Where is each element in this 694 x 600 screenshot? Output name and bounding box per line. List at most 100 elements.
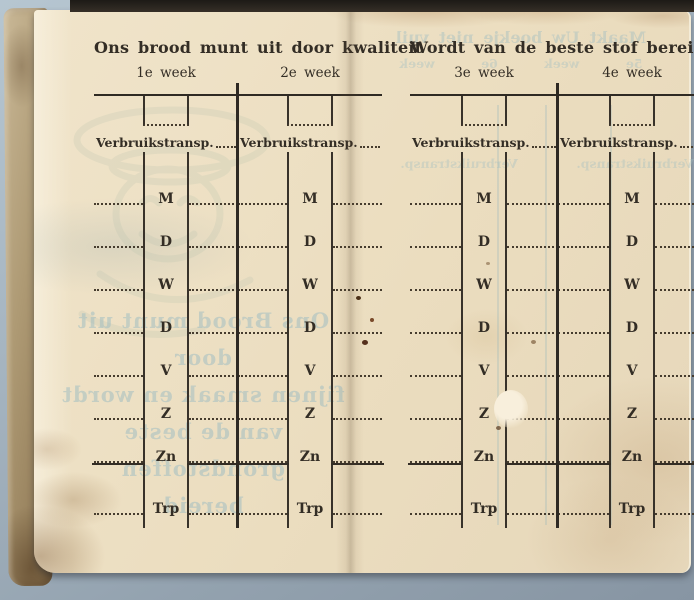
day-row-transport-sum: Zn xyxy=(556,433,694,476)
write-line xyxy=(238,375,287,377)
day-label: V xyxy=(461,347,507,390)
write-line xyxy=(187,461,240,465)
write-line xyxy=(507,513,558,515)
day-label: D xyxy=(287,304,333,347)
write-line xyxy=(410,418,461,420)
day-label: D xyxy=(143,304,189,347)
day-row-transport-sum: Zn xyxy=(408,433,560,476)
day-label: W xyxy=(143,261,189,304)
day-label: M xyxy=(461,152,507,218)
day-label: M xyxy=(609,152,655,218)
write-line xyxy=(238,332,287,334)
ink-speck xyxy=(356,296,361,300)
day-row: W xyxy=(238,261,382,304)
write-line xyxy=(238,246,287,248)
ration-table: Verbruikstransp. M D W D V Z Zn Trp xyxy=(92,83,384,528)
day-label: Trp xyxy=(143,476,189,528)
transport-sum-box xyxy=(287,96,333,126)
day-row-transport: Trp xyxy=(558,476,694,528)
write-line xyxy=(238,513,287,515)
write-line xyxy=(410,375,461,377)
paper-damage-spot xyxy=(494,390,528,428)
write-line xyxy=(655,418,694,420)
write-line xyxy=(655,289,694,291)
write-line xyxy=(507,289,558,291)
write-line xyxy=(238,418,287,420)
day-label: Z xyxy=(287,390,333,433)
top-edge-shadow xyxy=(70,0,694,12)
write-line xyxy=(410,289,461,291)
week-column: Verbruikstransp. M D W D V Z Zn Trp xyxy=(408,96,560,528)
day-row: Z xyxy=(410,390,558,433)
day-row: D xyxy=(410,304,558,347)
week-label: 2e week xyxy=(280,65,340,81)
day-label: Zn xyxy=(461,433,507,476)
day-row-transport-sum: Zn xyxy=(236,433,384,476)
day-label: Trp xyxy=(609,476,655,528)
transport-label: Verbruikstransp. xyxy=(560,134,678,150)
day-label: Zn xyxy=(287,433,333,476)
day-label: D xyxy=(609,218,655,261)
day-label: D xyxy=(461,304,507,347)
day-row: M xyxy=(94,152,238,218)
write-line xyxy=(94,375,143,377)
write-line xyxy=(236,461,289,465)
ink-speck xyxy=(486,262,490,265)
transport-sum-box xyxy=(461,96,507,126)
transport-label: Verbruikstransp. xyxy=(240,134,358,150)
day-row-transport: Trp xyxy=(410,476,558,528)
week-label: 1e week xyxy=(136,65,196,81)
write-line xyxy=(333,203,382,205)
day-label: W xyxy=(609,261,655,304)
write-line xyxy=(333,375,382,377)
week-labels: 1e week 2e week xyxy=(94,65,382,81)
day-label: Z xyxy=(609,390,655,433)
write-line xyxy=(558,203,609,205)
week-label: 4e week xyxy=(602,65,662,81)
booklet-pages: Ons Brood munt uit door fijnen smaak en … xyxy=(34,10,694,573)
day-label: D xyxy=(609,304,655,347)
transport-row: Verbruikstransp. xyxy=(410,126,558,152)
week-labels: 3e week 4e week xyxy=(410,65,694,81)
day-row: D xyxy=(94,218,238,261)
day-row: M xyxy=(558,152,694,218)
ink-speck xyxy=(362,340,368,345)
week-column: Verbruikstransp. M D W D V Z Zn Trp xyxy=(92,96,240,528)
transport-row: Verbruikstransp. xyxy=(238,126,382,152)
day-label: V xyxy=(609,347,655,390)
day-row: Z xyxy=(94,390,238,433)
day-label: Trp xyxy=(287,476,333,528)
day-row: D xyxy=(94,304,238,347)
day-label: Trp xyxy=(461,476,507,528)
ink-speck xyxy=(496,426,501,430)
transport-sum-box xyxy=(143,96,189,126)
week-divider-line xyxy=(556,83,559,528)
page-left: Ons brood munt uit door kwaliteit 1e wee… xyxy=(92,28,422,528)
write-line xyxy=(189,375,238,377)
write-line xyxy=(92,461,145,465)
write-line xyxy=(655,203,694,205)
write-line xyxy=(333,332,382,334)
transport-label: Verbruikstransp. xyxy=(96,134,214,150)
write-line xyxy=(507,375,558,377)
write-line xyxy=(410,246,461,248)
ration-table: Verbruikstransp. M D W D V Z Zn Trp xyxy=(408,83,694,528)
day-row: V xyxy=(558,347,694,390)
write-line xyxy=(333,513,382,515)
day-label: Zn xyxy=(143,433,189,476)
showthrough-rule xyxy=(545,105,547,525)
day-row: V xyxy=(238,347,382,390)
day-row-transport-sum: Zn xyxy=(92,433,240,476)
write-line xyxy=(410,203,461,205)
day-row: W xyxy=(558,261,694,304)
day-row: M xyxy=(238,152,382,218)
write-line xyxy=(94,289,143,291)
write-line xyxy=(410,513,461,515)
transport-row: Verbruikstransp. xyxy=(558,126,694,152)
day-row: D xyxy=(238,218,382,261)
transport-box-row xyxy=(94,96,238,126)
day-row: V xyxy=(410,347,558,390)
day-row: M xyxy=(410,152,558,218)
day-label: V xyxy=(287,347,333,390)
write-line xyxy=(410,332,461,334)
